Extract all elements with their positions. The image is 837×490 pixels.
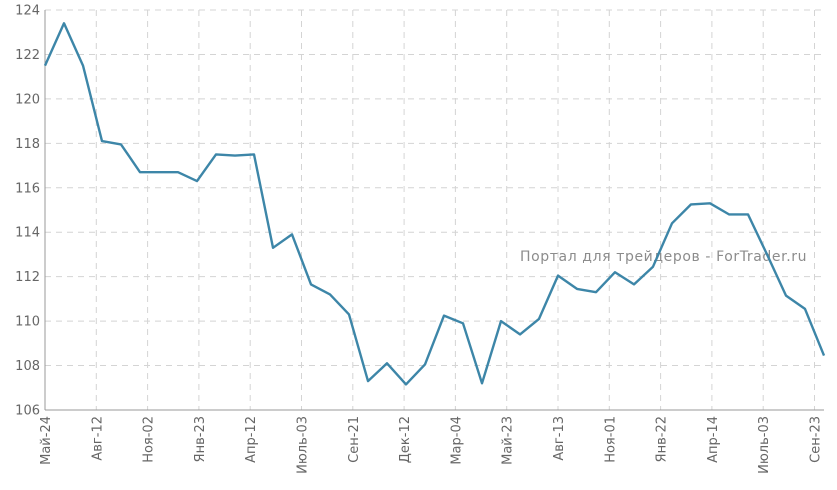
y-tick-label: 112 xyxy=(15,270,40,285)
x-tick-label: Июль-03 xyxy=(757,416,772,474)
x-tick-label: Май-24 xyxy=(39,416,54,465)
y-tick-label: 120 xyxy=(15,92,40,107)
series-line xyxy=(43,22,826,386)
x-tick-label: Май-23 xyxy=(501,416,516,465)
x-tick-label: Апр-14 xyxy=(706,416,721,463)
x-tick-label: Июль-03 xyxy=(296,416,311,474)
y-tick-label: 108 xyxy=(15,359,40,374)
x-tick-label: Авг-12 xyxy=(90,416,105,461)
y-tick-label: 110 xyxy=(15,315,40,330)
grid xyxy=(45,9,824,410)
y-tick-label: 124 xyxy=(15,4,40,19)
x-tick-label: Сен-21 xyxy=(347,416,362,463)
x-axis-ticks: Май-24 Авг-12 Ноя-02 Янв-23 Апр-12 Июль-03 Сен… xyxy=(39,416,824,474)
x-tick-label: Сен-23 xyxy=(809,416,824,463)
x-tick-label: Ноя-02 xyxy=(142,416,157,463)
x-tick-label: Дек-12 xyxy=(398,416,413,463)
y-tick-label: 122 xyxy=(15,48,40,63)
x-tick-label: Янв-22 xyxy=(655,416,670,462)
y-tick-label: 118 xyxy=(15,137,40,152)
x-tick-label: Мар-04 xyxy=(449,416,464,465)
y-tick-label: 106 xyxy=(15,404,40,419)
watermark-text: Портал для трейдеров - ForTrader.ru xyxy=(520,249,807,265)
y-axis-ticks: 106 108 110 112 114 116 118 120 122 124 xyxy=(15,4,40,419)
axes xyxy=(44,10,824,411)
x-tick-label: Апр-12 xyxy=(244,416,259,463)
series-path xyxy=(43,22,826,386)
x-tick-label: Ноя-01 xyxy=(603,416,618,463)
y-tick-label: 116 xyxy=(15,181,40,196)
y-tick-label: 114 xyxy=(15,226,40,241)
x-tick-label: Авг-13 xyxy=(552,416,567,461)
x-tick-label: Янв-23 xyxy=(193,416,208,462)
